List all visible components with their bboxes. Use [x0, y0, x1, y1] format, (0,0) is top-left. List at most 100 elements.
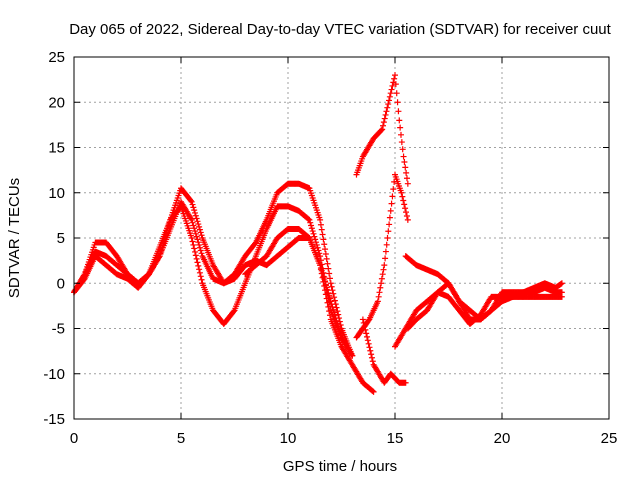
data-point — [366, 344, 373, 351]
data-point — [333, 317, 340, 324]
data-point — [330, 306, 337, 313]
data-point — [389, 193, 396, 200]
data-point — [364, 333, 371, 340]
data-point — [196, 223, 203, 230]
data-point — [320, 273, 327, 280]
y-tick-label: 25 — [48, 49, 65, 66]
data-point — [363, 330, 370, 337]
y-axis-title: SDTVAR / TECUs — [6, 178, 23, 298]
data-point — [364, 337, 371, 344]
series-track-i — [402, 253, 565, 323]
data-point — [392, 81, 399, 88]
data-point — [306, 216, 313, 223]
data-point — [375, 293, 382, 300]
data-point — [317, 264, 324, 271]
x-tick-label: 20 — [494, 430, 511, 447]
data-point — [402, 379, 409, 386]
y-tick-label: -10 — [43, 366, 65, 383]
data-point — [381, 115, 388, 122]
data-point — [384, 235, 391, 241]
data-point — [325, 289, 332, 296]
data-point — [326, 292, 333, 299]
data-point — [382, 248, 389, 255]
data-point — [194, 218, 201, 225]
data-point — [322, 278, 329, 285]
series-track-g — [359, 316, 409, 386]
data-point — [189, 219, 196, 226]
data-point — [399, 193, 406, 200]
data-point — [196, 269, 203, 276]
data-point — [370, 388, 377, 395]
data-point — [335, 323, 342, 330]
data-point — [190, 204, 197, 211]
data-point — [323, 255, 330, 262]
data-point — [404, 180, 411, 187]
data-point — [403, 213, 410, 220]
y-tick-label: 15 — [48, 140, 65, 157]
data-point — [196, 226, 203, 233]
data-point — [309, 228, 316, 235]
data-point — [318, 226, 325, 233]
data-point — [388, 200, 395, 207]
data-point — [403, 169, 410, 176]
data-point — [319, 270, 326, 277]
data-point — [331, 309, 338, 316]
data-point — [196, 241, 203, 248]
data-point — [191, 225, 198, 232]
data-point — [368, 351, 375, 358]
y-tick-label: 20 — [48, 94, 65, 111]
data-point — [198, 276, 205, 283]
data-point — [382, 111, 389, 118]
data-point — [326, 275, 333, 282]
data-point — [392, 72, 398, 79]
x-axis-title: GPS time / hours — [283, 458, 397, 475]
x-tick-label: 10 — [280, 430, 297, 447]
data-point — [379, 271, 386, 278]
data-point — [194, 236, 201, 243]
data-point — [191, 207, 198, 214]
data-point — [196, 244, 203, 251]
y-tick-label: 0 — [57, 275, 65, 292]
data-point — [378, 127, 385, 134]
data-point — [198, 232, 205, 239]
data-point — [401, 201, 408, 208]
data-point — [397, 124, 404, 131]
data-point — [327, 298, 334, 305]
x-tick-label: 15 — [387, 430, 404, 447]
data-point — [404, 216, 411, 223]
series-track-j — [404, 289, 565, 332]
y-tick-label: 10 — [48, 185, 65, 202]
data-point — [336, 326, 343, 333]
data-point — [191, 209, 198, 216]
data-point — [558, 280, 565, 287]
data-point — [390, 186, 397, 193]
series-track-f — [353, 72, 411, 187]
data-point — [194, 259, 201, 266]
data-point — [187, 197, 194, 204]
data-point — [312, 236, 319, 243]
data-point — [320, 236, 327, 243]
series-track-e — [353, 171, 411, 341]
data-point — [385, 228, 392, 235]
data-point — [386, 97, 393, 104]
data-point — [378, 275, 385, 282]
data-point — [192, 230, 199, 237]
data-point — [323, 284, 330, 291]
data-point — [190, 222, 197, 229]
data-point — [316, 250, 323, 257]
data-point — [396, 117, 403, 124]
data-point — [558, 293, 565, 300]
data-point — [402, 205, 409, 212]
data-point — [191, 245, 198, 252]
data-point — [365, 340, 372, 347]
data-point — [188, 235, 195, 241]
chart-title: Day 065 of 2022, Sidereal Day-to-day VTE… — [69, 21, 611, 38]
x-tick-label: 0 — [70, 430, 78, 447]
data-point — [388, 86, 395, 93]
data-point — [367, 347, 374, 354]
data-point — [383, 241, 390, 248]
data-point — [380, 266, 387, 273]
data-point — [362, 326, 369, 333]
series-track-d — [242, 225, 356, 359]
data-point — [382, 255, 389, 262]
